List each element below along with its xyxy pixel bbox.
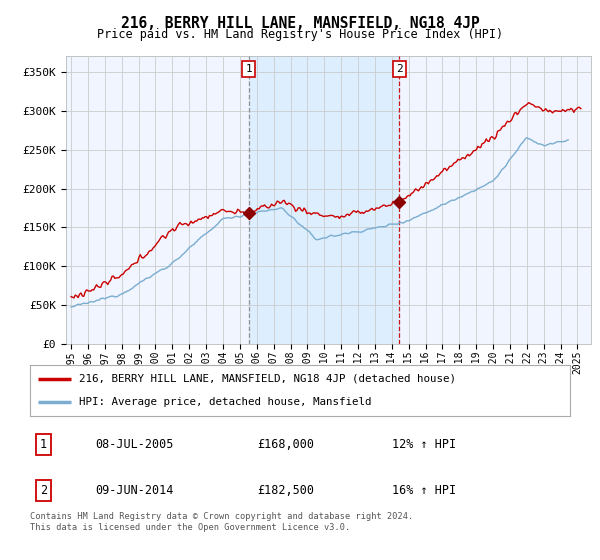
Text: £182,500: £182,500	[257, 484, 314, 497]
Text: 12% ↑ HPI: 12% ↑ HPI	[392, 438, 456, 451]
Text: Price paid vs. HM Land Registry's House Price Index (HPI): Price paid vs. HM Land Registry's House …	[97, 28, 503, 41]
Text: 09-JUN-2014: 09-JUN-2014	[95, 484, 173, 497]
Text: 216, BERRY HILL LANE, MANSFIELD, NG18 4JP: 216, BERRY HILL LANE, MANSFIELD, NG18 4J…	[121, 16, 479, 31]
Text: Contains HM Land Registry data © Crown copyright and database right 2024.
This d: Contains HM Land Registry data © Crown c…	[30, 512, 413, 532]
Text: £168,000: £168,000	[257, 438, 314, 451]
Text: 2: 2	[40, 484, 47, 497]
Text: 1: 1	[245, 64, 252, 74]
Bar	[248, 56, 399, 344]
Text: HPI: Average price, detached house, Mansfield: HPI: Average price, detached house, Mans…	[79, 397, 371, 407]
Text: 2: 2	[396, 64, 403, 74]
Text: 216, BERRY HILL LANE, MANSFIELD, NG18 4JP (detached house): 216, BERRY HILL LANE, MANSFIELD, NG18 4J…	[79, 374, 455, 384]
Text: 08-JUL-2005: 08-JUL-2005	[95, 438, 173, 451]
Text: 1: 1	[40, 438, 47, 451]
Text: 16% ↑ HPI: 16% ↑ HPI	[392, 484, 456, 497]
